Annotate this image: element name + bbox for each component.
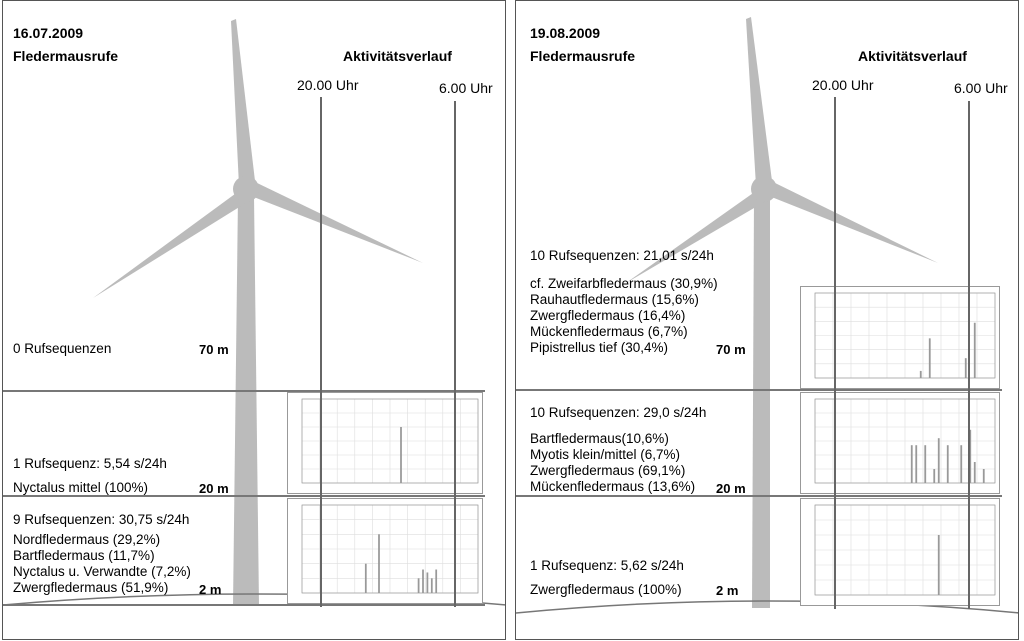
level-2-species: Bartfledermaus (11,7%) bbox=[13, 548, 155, 563]
activity-bar bbox=[435, 569, 438, 593]
activity-bar bbox=[982, 469, 985, 483]
level-20-summary: 1 Rufsequenz: 5,54 s/24h bbox=[13, 456, 167, 471]
time-line-end bbox=[454, 101, 456, 607]
activity-bar bbox=[422, 569, 424, 593]
activity-bar bbox=[933, 469, 936, 483]
activity-bar bbox=[964, 358, 967, 378]
activity-bar bbox=[928, 338, 931, 378]
level-70-species: Mückenfledermaus (6,7%) bbox=[530, 324, 688, 339]
activity-bar bbox=[946, 445, 949, 483]
activity-title: Aktivitätsverlauf bbox=[343, 48, 452, 64]
activity-title: Aktivitätsverlauf bbox=[858, 48, 967, 64]
level-70-species: Rauhautfledermaus (15,6%) bbox=[530, 292, 699, 307]
date-label: 19.08.2009 bbox=[530, 25, 601, 41]
activity-bar bbox=[937, 438, 940, 483]
wind-turbine-illustration bbox=[516, 17, 1018, 614]
activity-bar bbox=[364, 563, 367, 593]
level-20-height: 20 m bbox=[199, 481, 229, 496]
activity-bar bbox=[973, 322, 976, 378]
date-label: 16.07.2009 bbox=[13, 25, 84, 41]
time-line-start bbox=[834, 97, 836, 609]
activity-chart-20m bbox=[800, 392, 1000, 494]
level-2-species: Nordfledermaus (29,2%) bbox=[13, 532, 161, 547]
activity-bar bbox=[915, 445, 918, 483]
time-start-label: 20.00 Uhr bbox=[812, 77, 874, 93]
level-2-height: 2 m bbox=[716, 583, 739, 598]
activity-bar bbox=[969, 429, 972, 483]
panel-right: 19.08.2009 Fledermausrufe Aktivitätsverl… bbox=[515, 0, 1019, 640]
level-2-summary: 1 Rufsequenz: 5,62 s/24h bbox=[530, 558, 684, 573]
level-70-summary: 0 Rufsequenzen bbox=[13, 341, 112, 356]
activity-bar bbox=[937, 535, 940, 595]
level-70-species: Zwergfledermaus (16,4%) bbox=[530, 308, 686, 323]
activity-bar bbox=[378, 534, 380, 593]
activity-chart-70m bbox=[800, 286, 1000, 389]
wind-turbine-illustration bbox=[3, 19, 505, 606]
level-2-height: 2 m bbox=[199, 582, 222, 597]
level-70-height: 70 m bbox=[199, 342, 229, 357]
level-2-species: Nyctalus u. Verwandte (7,2%) bbox=[13, 564, 191, 579]
activity-bar bbox=[919, 370, 922, 378]
activity-bar bbox=[400, 427, 402, 483]
level-20-summary: 10 Rufsequenzen: 29,0 s/24h bbox=[530, 405, 707, 420]
activity-bar bbox=[960, 445, 963, 483]
activity-bar bbox=[924, 445, 927, 483]
level-20-height: 20 m bbox=[716, 481, 746, 496]
level-70-summary: 10 Rufsequenzen: 21,01 s/24h bbox=[530, 248, 714, 263]
level-20-species: Nyctalus mittel (100%) bbox=[13, 480, 149, 495]
level-2-summary: 9 Rufsequenzen: 30,75 s/24h bbox=[13, 512, 190, 527]
time-end-label: 6.00 Uhr bbox=[954, 80, 1008, 96]
activity-bar bbox=[417, 578, 420, 593]
heading: Fledermausrufe bbox=[530, 48, 636, 64]
activity-bar bbox=[426, 572, 429, 593]
level-2-species: Zwergfledermaus (51,9%) bbox=[13, 580, 169, 595]
time-line-start bbox=[320, 97, 322, 607]
level-2-species: Zwergfledermaus (100%) bbox=[530, 582, 682, 597]
level-20-species: Myotis klein/mittel (6,7%) bbox=[530, 447, 681, 462]
heading: Fledermausrufe bbox=[13, 48, 119, 64]
level-70-species: cf. Zweifarbfledermaus (30,9%) bbox=[530, 276, 718, 291]
level-20-species: Bartfledermaus(10,6%) bbox=[530, 431, 669, 446]
level-20-species: Zwergfledermaus (69,1%) bbox=[530, 463, 686, 478]
activity-chart-2m bbox=[800, 498, 1000, 606]
activity-bar bbox=[430, 578, 433, 593]
activity-chart-2m bbox=[287, 498, 483, 604]
time-end-label: 6.00 Uhr bbox=[439, 80, 493, 96]
level-20-species: Mückenfledermaus (13,6%) bbox=[530, 479, 696, 494]
panel-left: 16.07.2009 Fledermausrufe Aktivitätsverl… bbox=[2, 0, 506, 640]
activity-bar bbox=[973, 462, 976, 483]
level-70-height: 70 m bbox=[716, 342, 746, 357]
level-70-species: Pipistrellus tief (30,4%) bbox=[530, 340, 669, 355]
time-line-end bbox=[968, 101, 970, 609]
activity-bar bbox=[910, 445, 913, 483]
time-start-label: 20.00 Uhr bbox=[297, 77, 359, 93]
activity-chart-20m bbox=[287, 392, 483, 494]
